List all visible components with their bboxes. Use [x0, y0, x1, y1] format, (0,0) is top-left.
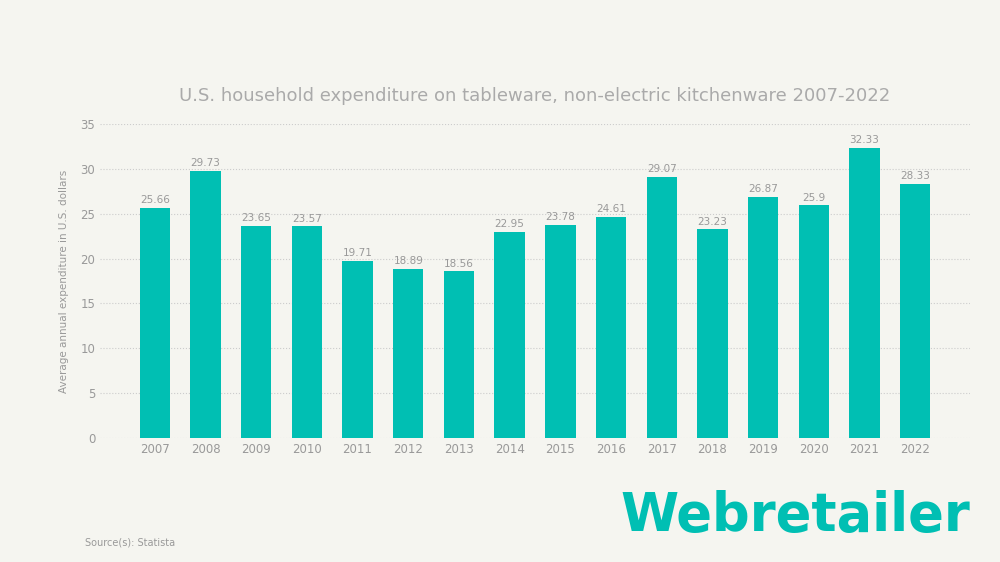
Bar — [241, 226, 271, 438]
Bar — [444, 271, 474, 438]
Bar — [140, 207, 170, 438]
Text: 29.07: 29.07 — [647, 164, 677, 174]
Text: 23.78: 23.78 — [545, 212, 575, 222]
Bar — [697, 229, 728, 438]
Text: 26.87: 26.87 — [748, 184, 778, 194]
Text: 19.71: 19.71 — [343, 248, 372, 259]
Bar — [647, 177, 677, 438]
Bar — [596, 217, 626, 438]
Bar — [900, 184, 930, 438]
Bar — [393, 269, 423, 438]
Text: 25.66: 25.66 — [140, 195, 170, 205]
Bar — [849, 148, 880, 438]
Text: 28.33: 28.33 — [900, 171, 930, 181]
Y-axis label: Average annual expenditure in U.S. dollars: Average annual expenditure in U.S. dolla… — [59, 169, 69, 393]
Text: 18.89: 18.89 — [393, 256, 423, 266]
Text: Webretailer: Webretailer — [620, 490, 970, 542]
Text: 29.73: 29.73 — [191, 158, 220, 169]
Bar — [545, 225, 576, 438]
Bar — [748, 197, 778, 438]
Text: 24.61: 24.61 — [596, 205, 626, 214]
Text: Source(s): Statista: Source(s): Statista — [85, 538, 175, 548]
Text: 18.56: 18.56 — [444, 259, 474, 269]
Text: 32.33: 32.33 — [850, 135, 879, 145]
Text: 23.23: 23.23 — [698, 217, 727, 227]
Text: 25.9: 25.9 — [802, 193, 825, 203]
Text: 22.95: 22.95 — [495, 219, 525, 229]
Title: U.S. household expenditure on tableware, non-electric kitchenware 2007-2022: U.S. household expenditure on tableware,… — [179, 88, 891, 106]
Text: 23.65: 23.65 — [241, 213, 271, 223]
Bar — [494, 232, 525, 438]
Text: 23.57: 23.57 — [292, 214, 322, 224]
Bar — [342, 261, 373, 438]
Bar — [292, 226, 322, 438]
Bar — [799, 206, 829, 438]
Bar — [190, 171, 221, 438]
